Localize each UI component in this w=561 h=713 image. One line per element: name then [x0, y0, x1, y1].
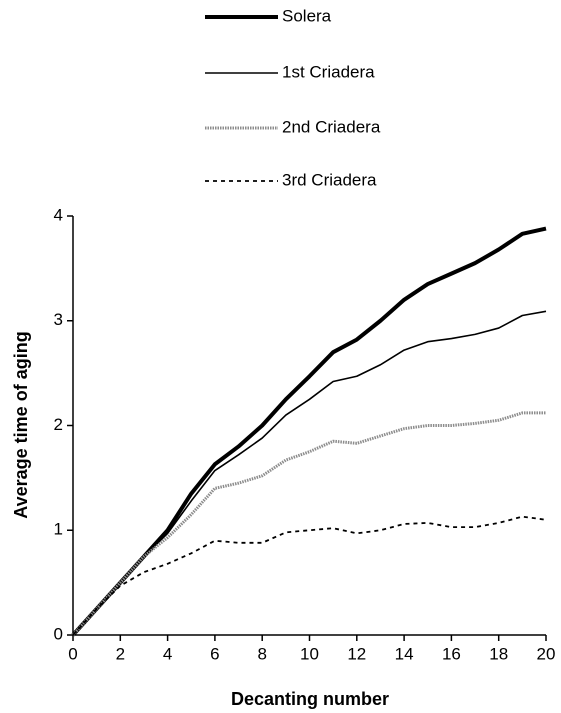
x-tick-label: 10	[300, 644, 319, 663]
data-line	[72, 310, 547, 636]
legend-label: 2nd Criadera	[282, 117, 381, 136]
x-tick-label: 8	[257, 644, 266, 663]
y-tick-label: 4	[54, 205, 63, 224]
data-line	[71, 226, 547, 637]
y-tick-label: 1	[54, 520, 63, 539]
x-tick-label: 0	[68, 644, 77, 663]
y-tick-label: 0	[54, 624, 63, 643]
x-tick-label: 18	[489, 644, 508, 663]
data-line	[71, 411, 546, 637]
x-tick-label: 20	[537, 644, 556, 663]
x-tick-label: 14	[395, 644, 414, 663]
x-tick-label: 12	[347, 644, 366, 663]
x-axis-title: Decanting number	[231, 689, 389, 709]
y-axis-title: Average time of aging	[11, 331, 31, 518]
legend-label: 1st Criadera	[282, 62, 375, 81]
legend-label: Solera	[282, 6, 332, 25]
x-tick-label: 2	[116, 644, 125, 663]
x-tick-label: 4	[163, 644, 172, 663]
legend-label: 3rd Criadera	[282, 170, 377, 189]
data-line	[72, 515, 547, 636]
x-tick-label: 6	[210, 644, 219, 663]
x-tick-label: 16	[442, 644, 461, 663]
y-tick-label: 2	[54, 415, 63, 434]
y-tick-label: 3	[54, 310, 63, 329]
